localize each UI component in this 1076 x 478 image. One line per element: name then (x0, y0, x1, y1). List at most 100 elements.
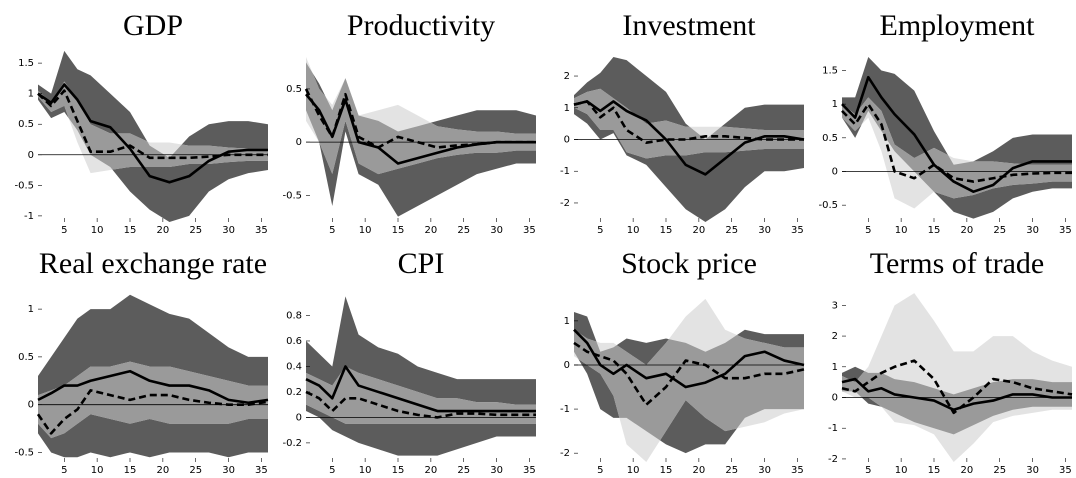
y-tick-label: -0.5 (282, 190, 302, 201)
dashed-line (305, 390, 536, 419)
x-tick-label: 15 (660, 465, 673, 476)
x-tick-label: 30 (1026, 225, 1039, 236)
x-tick-label: 15 (928, 465, 941, 476)
y-tick-label: 0.5 (18, 119, 34, 130)
x-tick-label: 30 (222, 225, 235, 236)
y-tick-label: 3 (832, 300, 838, 311)
dashed-line (304, 88, 536, 149)
y-tick-label: 1 (832, 362, 838, 373)
x-tick-label: 35 (1059, 225, 1072, 236)
dashed-line (573, 100, 804, 144)
x-tick-label: 15 (124, 225, 137, 236)
x-tick-label: 35 (791, 225, 804, 236)
panel-title: Stock price (621, 247, 757, 280)
y-tick-label: -1 (560, 166, 570, 177)
panel: Productivity -0.5 0 0.5 5 10 15 20 25 30 35 (282, 9, 536, 236)
y-tick-label: 0 (832, 393, 838, 404)
dashed-line (37, 89, 268, 160)
x-tick-label: 10 (91, 465, 104, 476)
x-tick-label: 5 (61, 465, 67, 476)
x-tick-label: 35 (791, 465, 804, 476)
x-tick-label: 5 (61, 225, 67, 236)
solid-line (573, 328, 805, 389)
y-tick-label: -1 (24, 211, 34, 222)
y-tick-label: 0 (832, 166, 838, 177)
solid-line (841, 75, 1072, 193)
x-tick-label: 10 (91, 225, 104, 236)
y-tick-label: 0.5 (18, 352, 34, 363)
y-tick-label: -1 (560, 404, 570, 415)
x-tick-label: 25 (457, 225, 470, 236)
x-tick-label: 15 (392, 465, 405, 476)
band-inner (842, 293, 1072, 462)
x-tick-label: 30 (1026, 465, 1039, 476)
x-tick-label: 5 (329, 465, 335, 476)
solid-line (37, 83, 268, 184)
x-tick-label: 35 (255, 465, 268, 476)
y-tick-label: -2 (560, 448, 570, 459)
x-tick-label: 35 (255, 225, 268, 236)
dashed-line (841, 102, 1072, 183)
y-tick-label: -1 (828, 423, 838, 434)
panel-title: GDP (123, 9, 183, 42)
x-tick-label: 20 (692, 465, 705, 476)
y-tick-label: 1 (564, 316, 570, 327)
y-tick-label: 0.6 (286, 336, 302, 347)
x-tick-label: 35 (1059, 465, 1072, 476)
x-tick-label: 30 (490, 465, 503, 476)
panel: Employment -0.5 0 0.5 1 1.5 5 10 15 20 25 30 35 (818, 9, 1072, 236)
y-tick-label: 2 (564, 71, 570, 82)
y-tick-label: -0.5 (14, 447, 34, 458)
x-tick-label: 25 (457, 465, 470, 476)
panel-title: Investment (622, 9, 756, 42)
panel: GDP -1 -0.5 0 0.5 1 1.5 5 10 15 20 25 30 35 (14, 9, 268, 236)
y-tick-label: 1 (564, 103, 570, 114)
x-tick-label: 10 (895, 465, 908, 476)
y-tick-label: -0.2 (282, 438, 302, 449)
y-tick-label: 2 (832, 331, 838, 342)
y-tick-label: -0.5 (14, 180, 34, 191)
x-tick-label: 10 (627, 225, 640, 236)
x-tick-label: 5 (865, 465, 871, 476)
x-tick-label: 20 (424, 225, 437, 236)
solid-line (305, 365, 536, 413)
y-tick-label: 1 (832, 99, 838, 110)
x-tick-label: 25 (189, 465, 202, 476)
y-tick-label: 0 (564, 135, 570, 146)
y-tick-label: 0.5 (286, 84, 302, 95)
y-tick-label: 1.5 (822, 65, 838, 76)
panel: Real exchange rate-0.500.515 10 15 20 25 30 35 (14, 247, 269, 476)
y-tick-label: 0 (296, 137, 302, 148)
solid-line (573, 100, 805, 176)
panel-title: CPI (398, 247, 445, 280)
x-tick-label: 25 (725, 465, 738, 476)
x-tick-label: 25 (725, 225, 738, 236)
panel-title: Employment (880, 9, 1036, 42)
x-tick-label: 5 (865, 225, 871, 236)
x-tick-label: 20 (424, 465, 437, 476)
y-tick-label: 0.2 (286, 387, 302, 398)
y-tick-label: 1 (28, 304, 34, 315)
dashed-line (36, 389, 269, 435)
x-tick-label: 20 (960, 465, 973, 476)
x-tick-label: 15 (392, 225, 405, 236)
y-tick-label: -0.5 (818, 200, 838, 211)
y-tick-label: 0.4 (286, 361, 302, 372)
y-tick-label: -2 (560, 198, 570, 209)
x-tick-label: 30 (758, 465, 771, 476)
band-overlap (38, 81, 268, 174)
x-tick-label: 25 (993, 225, 1006, 236)
x-tick-label: 10 (627, 465, 640, 476)
panel-title: Productivity (347, 9, 495, 42)
x-tick-label: 20 (156, 225, 169, 236)
y-tick-label: -2 (828, 454, 838, 465)
band-overlap (306, 366, 536, 424)
solid-line (37, 369, 269, 405)
x-tick-label: 20 (960, 225, 973, 236)
x-tick-label: 25 (189, 225, 202, 236)
solid-line (841, 377, 1072, 412)
